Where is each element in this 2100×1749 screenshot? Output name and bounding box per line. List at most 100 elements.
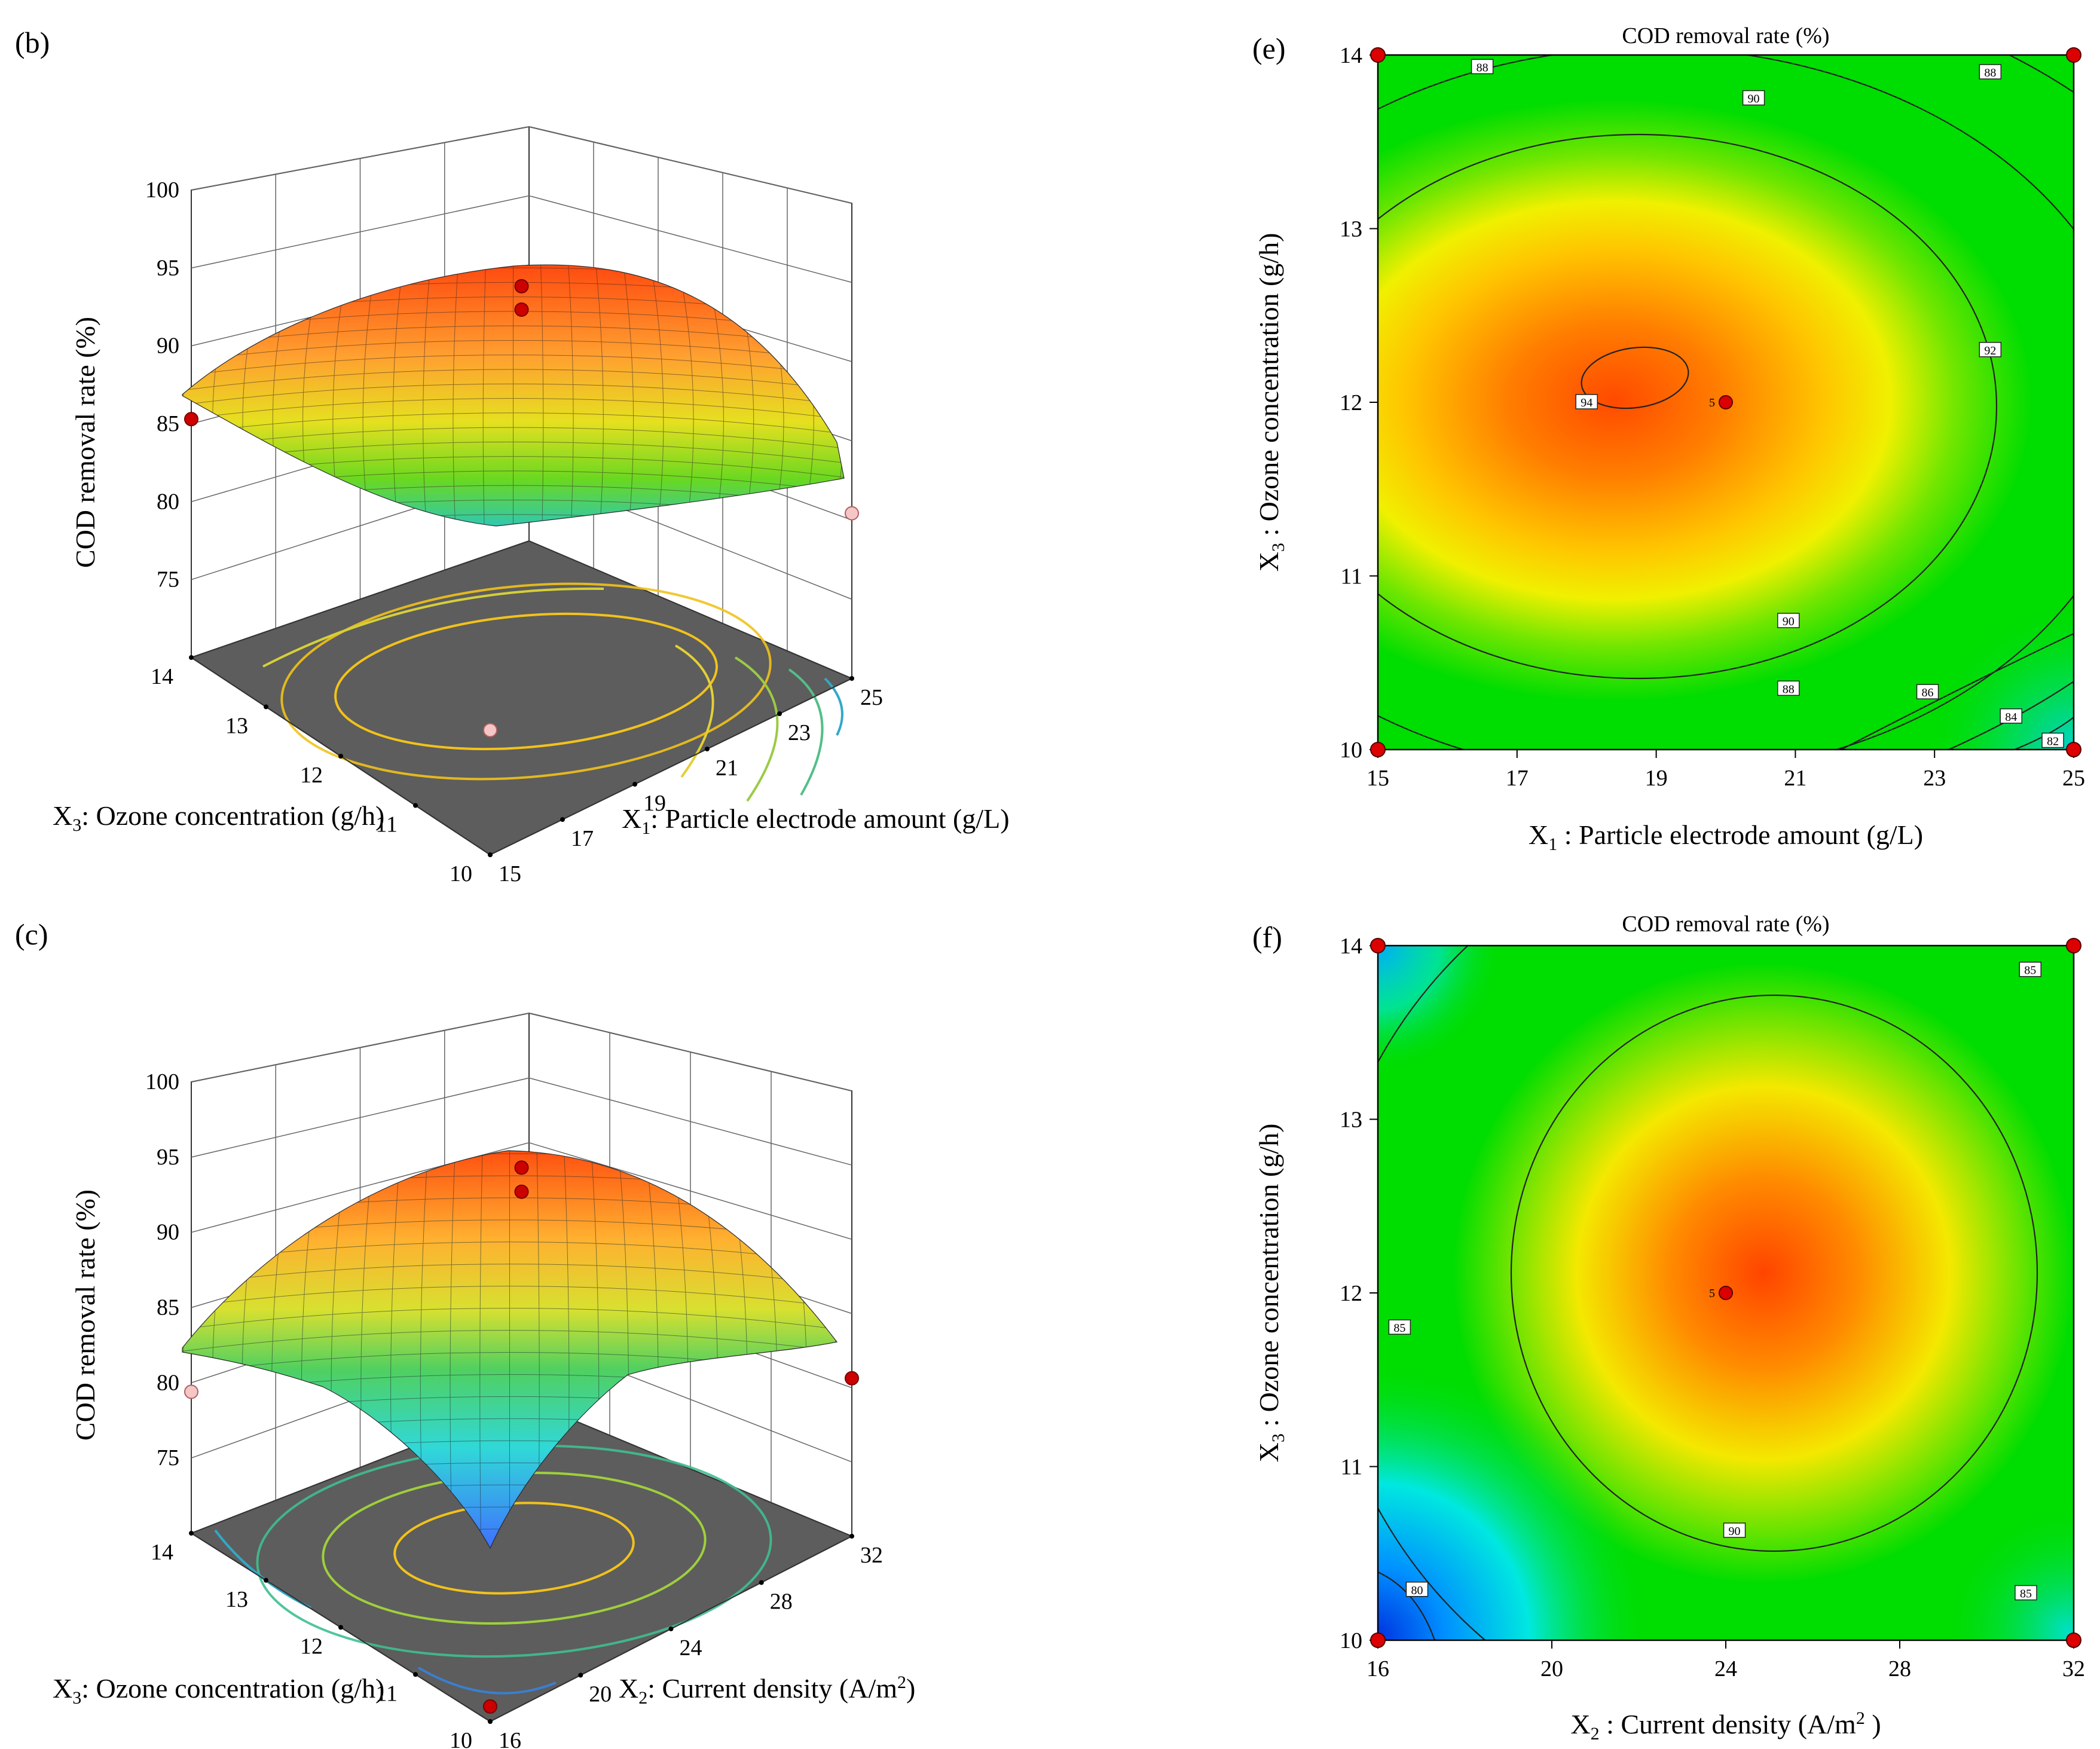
mesh-line [182, 1330, 837, 1352]
contour-line-label: 88 [1979, 64, 2002, 80]
z-gridline [191, 1142, 852, 1240]
mesh-line [453, 265, 458, 526]
mesh-line [678, 265, 694, 526]
mesh-line [182, 1151, 183, 1548]
x-tick-label: 20 [589, 1682, 612, 1707]
svg-text:90: 90 [1748, 93, 1760, 106]
y-tick-label: 11 [1340, 564, 1362, 589]
center-replicate-count: 5 [1709, 1287, 1715, 1300]
svg-text:92: 92 [1984, 344, 1996, 357]
design-point [2066, 47, 2081, 63]
y-tick-label: 12 [1340, 1281, 1362, 1306]
surface-c-ylabel: X3: Ozone concentration (g/h) [53, 1673, 384, 1708]
surface-b-zlabel: COD removal rate (%) [70, 317, 100, 568]
y-tick-label: 12 [300, 763, 323, 788]
mesh-line [809, 1151, 837, 1548]
x-tick-label: 24 [1714, 1656, 1737, 1681]
panel-f: (f) COD removal rate (%) 16 20 24 28 3210111… [1252, 912, 2085, 1744]
x-tick-mark [759, 1580, 764, 1585]
contour-line-label: 90 [1742, 90, 1765, 106]
design-point [2066, 1632, 2081, 1648]
z-tick-label: 85 [157, 1295, 179, 1320]
design-point [514, 1160, 529, 1175]
contour-f-title: COD removal rate (%) [1622, 912, 1829, 937]
surface-c-ticks: 75 80 85 90 95 100 16 20 24 28 32 10 11 12 13 14 [145, 1069, 883, 1749]
mesh-line [182, 398, 844, 420]
y-tick-mark [338, 754, 343, 759]
contour-f-line-labels: 85 85 90 85 80 [1388, 961, 2041, 1601]
design-point [184, 412, 198, 427]
svg-text:90: 90 [1783, 615, 1795, 628]
z-tick-label: 75 [157, 1445, 179, 1470]
panel-b: (b) 75 80 85 90 95 100 15 17 19 21 23 25 10 11 [15, 26, 1010, 886]
y-tick-label: 11 [1340, 1455, 1362, 1480]
contour-line-label: 88 [1471, 59, 1494, 74]
y-tick-mark [264, 1577, 268, 1583]
contour-line-label: 85 [1388, 1319, 1411, 1335]
contour-line-label: 88 [1777, 680, 1800, 696]
svg-text:86: 86 [1922, 686, 1934, 699]
mesh-line [182, 354, 844, 377]
surface-b-ylabel: X3: Ozone concentration (g/h) [53, 800, 384, 835]
panel-label-b: (b) [15, 26, 50, 59]
svg-text:88: 88 [1477, 61, 1488, 74]
panel-label-f: (f) [1252, 921, 1282, 954]
mesh-line [479, 1151, 483, 1548]
contour-line-label: 85 [2019, 961, 2041, 977]
y-tick-mark [488, 852, 493, 857]
panel-label-c: (c) [15, 918, 48, 951]
design-point [1719, 1286, 1733, 1300]
y-tick-label: 10 [450, 1728, 472, 1749]
surface-b-design-points [184, 279, 859, 738]
contour-line-label: 82 [2041, 732, 2064, 748]
y-tick-mark [338, 1625, 343, 1630]
z-gridline [191, 195, 852, 283]
mesh-line [392, 265, 404, 526]
x-tick-label: 17 [571, 826, 594, 851]
y-tick-label: 11 [375, 812, 398, 837]
svg-text:90: 90 [1729, 1525, 1741, 1538]
mesh-line [182, 325, 844, 347]
surface-c-design-points [184, 1160, 859, 1714]
mesh-line [843, 265, 844, 526]
x-tick-label: 15 [499, 861, 521, 886]
panel-label-e: (e) [1252, 32, 1286, 65]
y-tick-label: 10 [1340, 1628, 1362, 1653]
surface-b-xlabel: X1: Particle electrode amount (g/L) [622, 803, 1010, 838]
design-point [1370, 1632, 1386, 1648]
x-tick-label: 23 [1923, 766, 1946, 791]
contour-line-label: 85 [2015, 1585, 2037, 1601]
panel-e: (e) COD removal rate (%) 15 17 19 21 23 25101… [1252, 23, 2085, 854]
y-tick-label: 10 [1340, 738, 1362, 763]
design-point [184, 1384, 198, 1399]
design-point [1370, 47, 1386, 63]
y-tick-label: 12 [1340, 390, 1362, 415]
y-tick-label: 13 [1340, 1108, 1362, 1133]
z-tick-label: 90 [157, 1220, 179, 1245]
contour-f-field [1378, 946, 2074, 1640]
contour-line-label: 86 [1916, 684, 1939, 699]
x-tick-label: 23 [788, 720, 811, 745]
svg-text:85: 85 [1393, 1322, 1405, 1335]
mesh-line [182, 412, 844, 435]
contour-e-ylabel: X3 : Ozone concentration (g/h) [1254, 233, 1288, 572]
svg-text:88: 88 [1783, 683, 1795, 696]
x-tick-label: 32 [860, 1543, 883, 1568]
z-tick-label: 100 [145, 1069, 179, 1094]
y-tick-label: 14 [151, 664, 173, 689]
contour-line-label: 90 [1777, 613, 1800, 628]
y-tick-label: 13 [1340, 217, 1362, 242]
contour-f-ticks: 16 20 24 28 32 10 11 12 13 14 [1340, 934, 2085, 1681]
x-tick-mark [560, 817, 565, 822]
center-replicate-count: 5 [1709, 396, 1715, 409]
contour-e-line-labels: 88 88 90 92 94 90 88 86 84 82 [1471, 59, 2064, 748]
surface-c-xlabel: X2: Current density (A/m2) [619, 1672, 915, 1708]
svg-text:85: 85 [2024, 964, 2036, 977]
design-point [1370, 742, 1386, 757]
x-tick-mark [849, 676, 854, 681]
z-gridline [191, 126, 852, 204]
z-gridline [191, 1013, 852, 1091]
y-tick-label: 12 [300, 1634, 323, 1659]
mesh-line [182, 369, 844, 391]
x-tick-label: 19 [643, 791, 666, 816]
